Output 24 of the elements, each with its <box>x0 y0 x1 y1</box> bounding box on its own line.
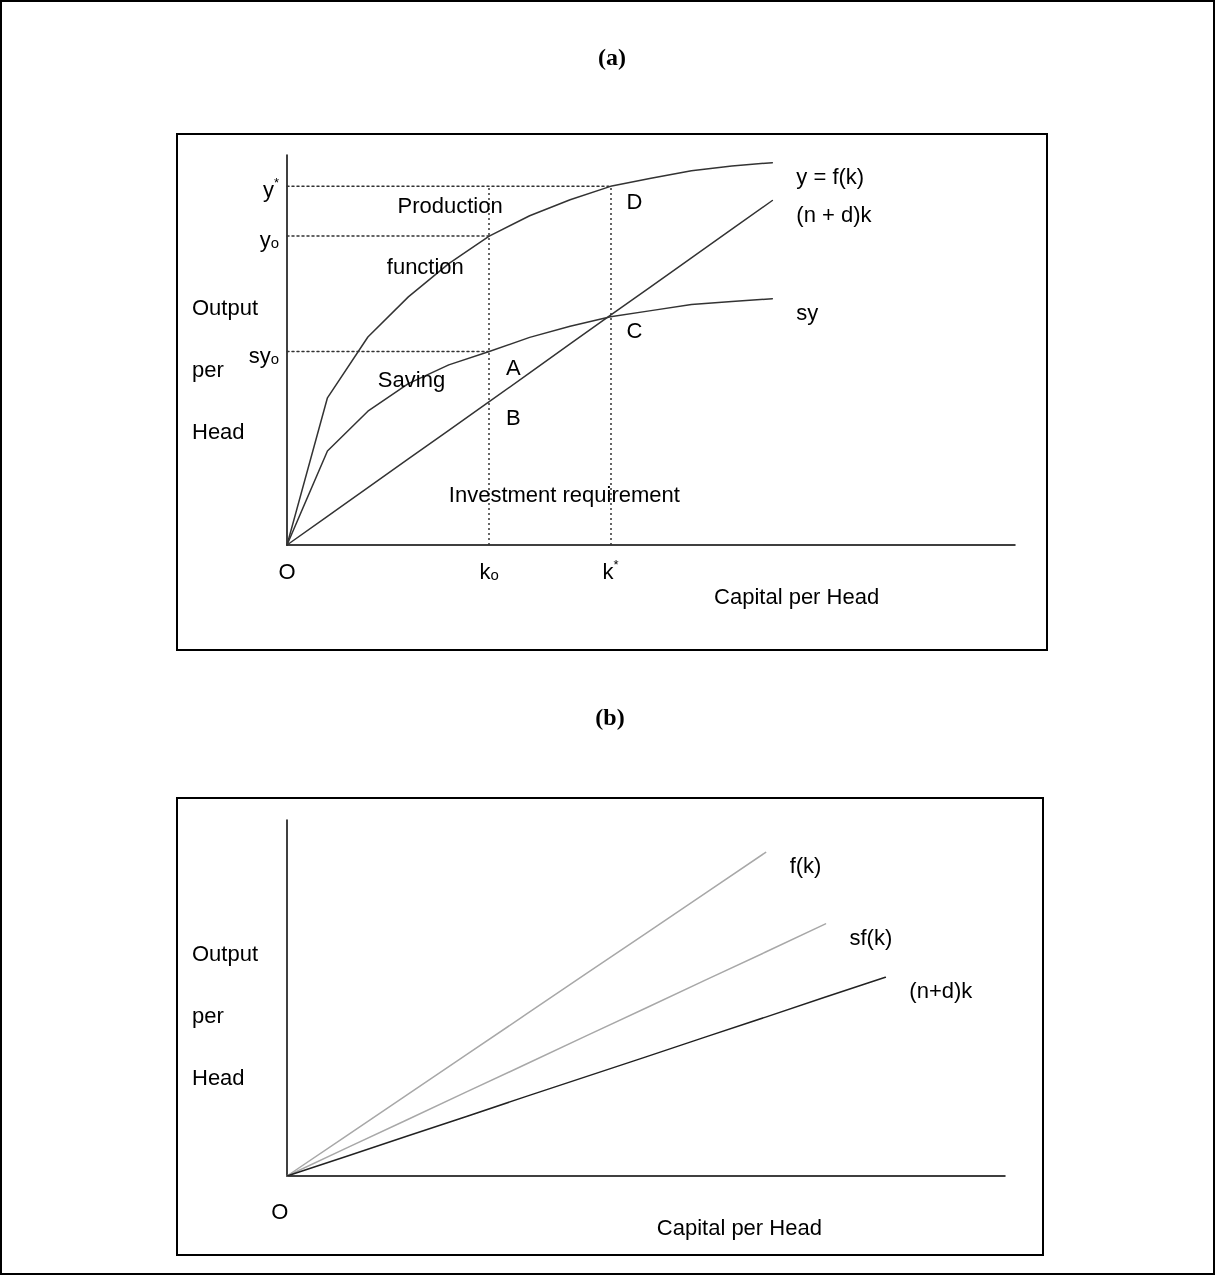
annotation: B <box>505 404 521 430</box>
series-label: y$^{*}$ <box>262 175 279 203</box>
series-label: (n+d)k <box>909 978 973 1004</box>
series-label: sy <box>796 299 819 325</box>
text: O <box>271 1198 289 1224</box>
x-tick-label: k$^{*}$ <box>602 557 619 584</box>
series-label: f(k) <box>789 853 822 879</box>
series-label: sf(k) <box>849 924 893 950</box>
chart-title: (b) <box>595 704 625 730</box>
series-label: syₒ <box>248 342 279 368</box>
annotation: Investment requirement <box>448 482 680 508</box>
chart-title: (a) <box>598 44 626 70</box>
series-label: y = f(k) <box>796 163 865 189</box>
annotation: A <box>505 354 521 380</box>
text: Output per Head <box>192 941 259 1091</box>
annotation: Production <box>397 193 503 219</box>
series-label: yₒ <box>259 227 279 253</box>
x-tick-label: O <box>278 559 296 584</box>
x-axis-title: Capital per Head <box>714 583 880 609</box>
x-tick-label: kₒ <box>479 559 499 584</box>
x-axis-title: Capital per Head <box>656 1214 822 1240</box>
series-label: (n + d)k <box>796 201 872 227</box>
annotation: C <box>626 318 643 344</box>
annotation: D <box>626 189 643 215</box>
